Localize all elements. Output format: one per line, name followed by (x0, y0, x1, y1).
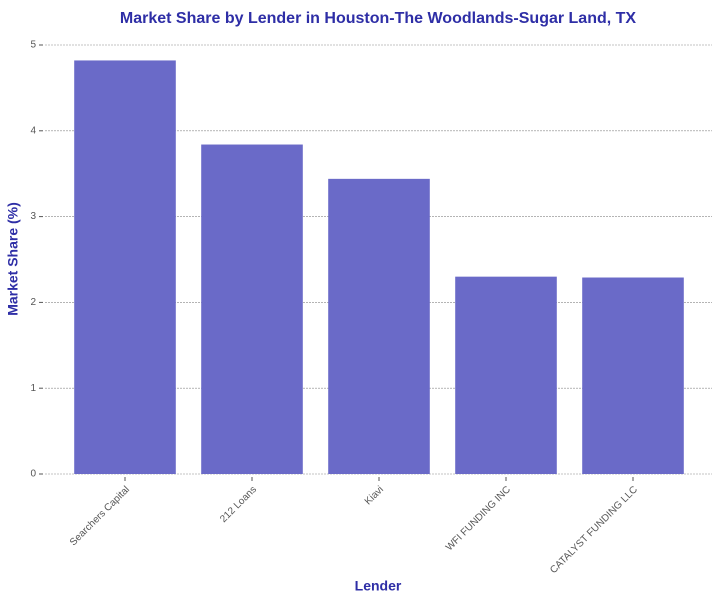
y-tick-label: 1 (30, 383, 36, 394)
bar (201, 144, 303, 474)
bar (74, 60, 176, 474)
x-tick-label: Searchers Capital (68, 484, 132, 548)
y-tick-label: 3 (30, 211, 36, 222)
bar (328, 178, 430, 474)
y-tick-label: 4 (30, 125, 36, 136)
x-tick-label: CATALYST FUNDING LLC (548, 484, 640, 576)
x-axis-label: Lender (355, 578, 402, 594)
y-tick-label: 2 (30, 297, 36, 308)
bar (582, 277, 684, 474)
y-tick-label: 5 (30, 40, 36, 51)
x-tick-label: WFI FUNDING INC (444, 484, 513, 553)
y-axis-label: Market Share (%) (5, 202, 21, 316)
y-tick-label: 0 (30, 469, 36, 480)
x-tick-label: Kiavi (363, 484, 386, 507)
chart-title: Market Share by Lender in Houston-The Wo… (120, 10, 637, 27)
x-tick-label: 212 Loans (218, 484, 259, 525)
bar (455, 276, 557, 474)
